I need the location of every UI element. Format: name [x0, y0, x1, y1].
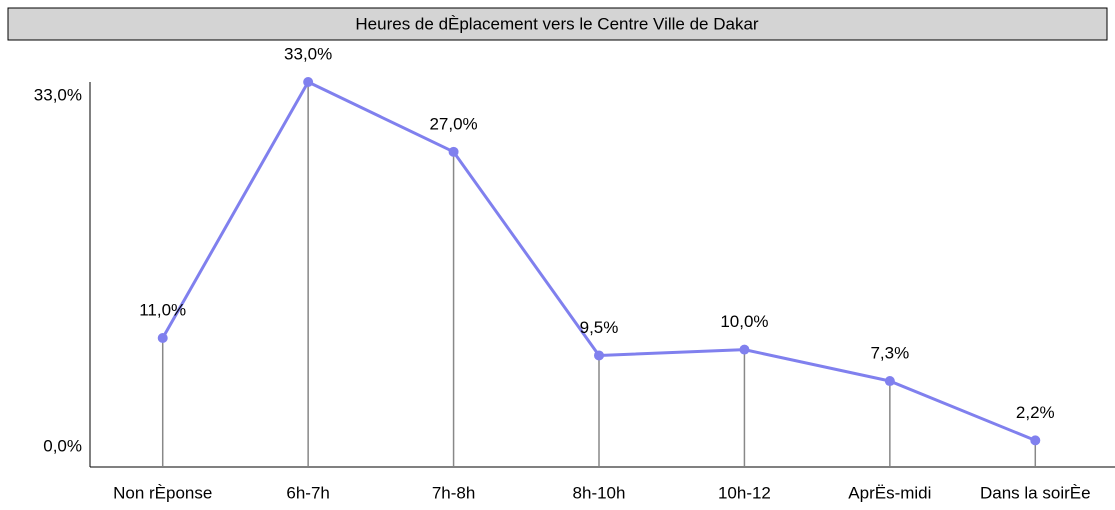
data-point — [157, 333, 168, 343]
data-point — [448, 146, 459, 157]
data-label: 27,0% — [429, 114, 477, 133]
data-point — [303, 77, 314, 87]
x-tick-label: Dans la soirÈe — [980, 483, 1091, 502]
data-label: 2,2% — [1016, 403, 1055, 422]
data-point — [1030, 435, 1041, 446]
x-tick-label: AprËs-midi — [848, 483, 931, 502]
data-point — [594, 350, 604, 361]
x-tick-label: Non rÈponse — [113, 483, 212, 502]
x-tick-label: 8h-10h — [573, 483, 626, 502]
y-tick-label: 0,0% — [43, 436, 82, 455]
x-tick-label: 10h-12 — [718, 483, 771, 502]
chart-title: Heures de dÈplacement vers le Centre Vil… — [355, 14, 759, 33]
data-point — [884, 376, 895, 387]
x-tick-label: 7h-8h — [432, 483, 475, 502]
data-label: 11,0% — [139, 300, 186, 319]
x-tick-label: 6h-7h — [286, 483, 329, 502]
data-label: 33,0% — [284, 44, 332, 63]
title-bar — [7, 7, 1108, 41]
data-label: 9,5% — [580, 318, 619, 337]
data-label: 10,0% — [720, 312, 768, 331]
data-label: 7,3% — [870, 344, 909, 363]
data-point — [739, 344, 750, 355]
y-tick-label: 33,0% — [34, 85, 82, 104]
